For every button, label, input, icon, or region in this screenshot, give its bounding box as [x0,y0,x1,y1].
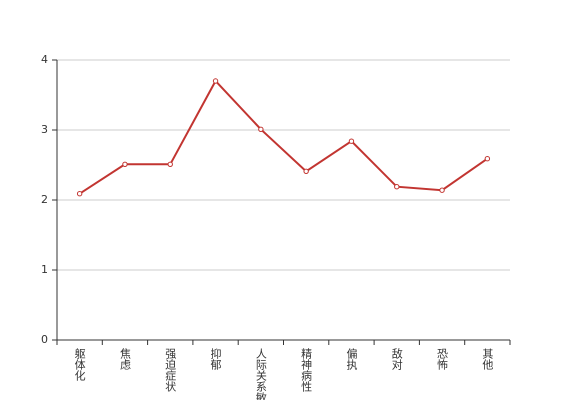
point [439,187,445,193]
point [348,138,355,144]
line [79,79,488,195]
x-tick-label: 恐怖 [436,348,449,370]
x-tick-label: 其他 [481,348,494,370]
x-tick-label: 抑郁 [209,347,222,370]
y-tick-label: 0 [41,333,48,346]
point [394,184,400,190]
point [167,161,173,168]
point [212,78,219,84]
x-tick-label: 躯体化 [73,348,86,382]
x-tick-label: 强迫症状 [164,348,177,392]
y-tick-label: 3 [41,123,48,136]
x-tick-label: 偏执 [345,347,358,371]
point [258,126,264,133]
y-tick-label: 2 [41,193,48,206]
x-tick-label: 精神病性 [300,348,313,393]
point [484,156,491,162]
y-tick-label: 1 [41,263,48,276]
x-tick-label: 敌对 [390,347,403,370]
point [303,168,309,175]
y-tick-label: 4 [41,53,48,66]
x-tick-label: 焦虑 [118,348,131,370]
point [76,191,83,197]
point [122,161,128,168]
x-tick-label: 人际关系敏感 [254,348,267,400]
